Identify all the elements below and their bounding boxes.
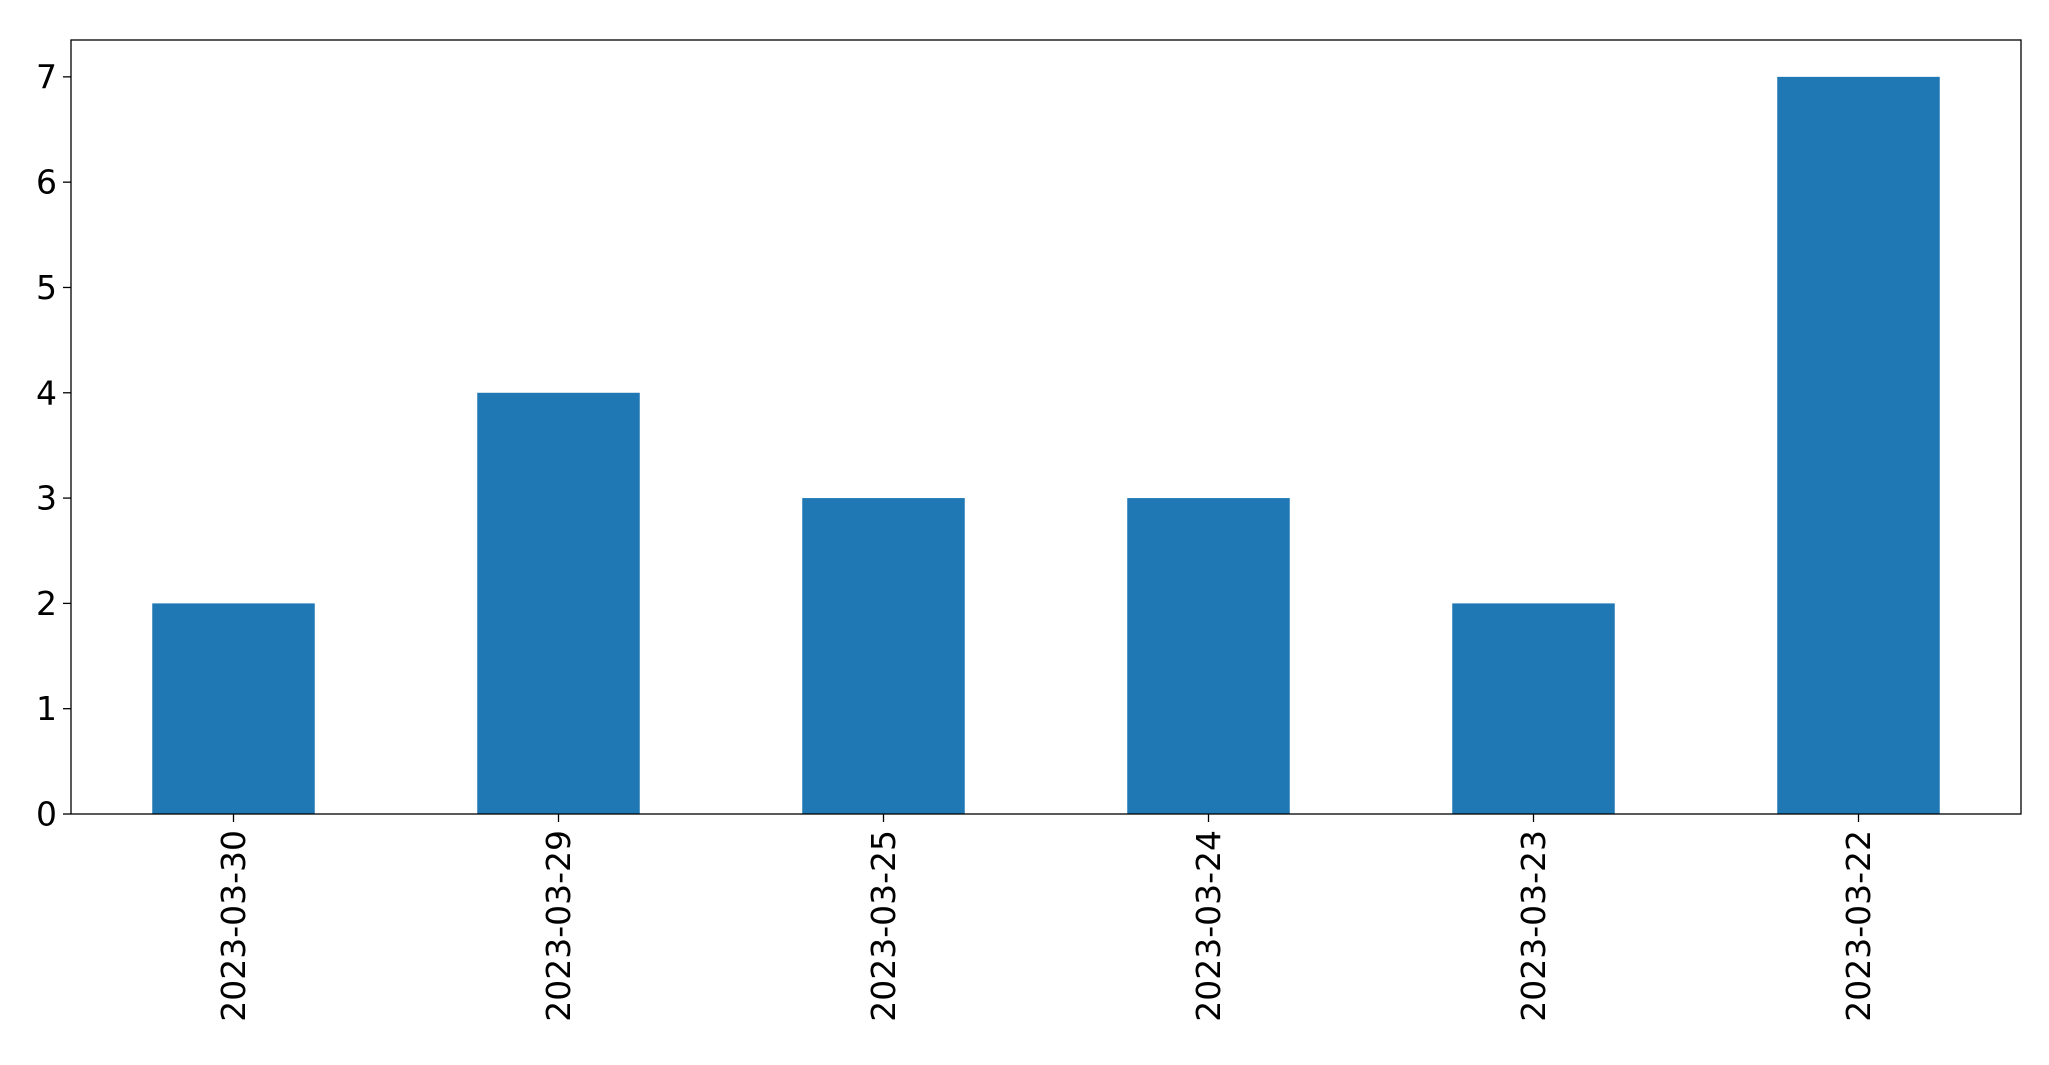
x-tick-label: 2023-03-23 xyxy=(1514,830,1553,1022)
y-tick-label: 3 xyxy=(36,479,57,518)
y-axis: 0 1 2 3 4 5 6 7 xyxy=(36,57,71,834)
plot-frame xyxy=(70,39,2022,815)
x-tick-label: 2023-03-29 xyxy=(539,830,578,1022)
x-tick-label: 2023-03-25 xyxy=(864,830,903,1022)
bar-2023-03-24 xyxy=(1127,498,1290,814)
bar-2023-03-23 xyxy=(1452,603,1615,814)
bar-2023-03-30 xyxy=(152,603,315,814)
bar-2023-03-22 xyxy=(1777,76,1940,815)
y-tick-label: 6 xyxy=(36,163,57,202)
x-tick-label: 2023-03-30 xyxy=(214,830,253,1022)
y-tick-label: 1 xyxy=(36,689,57,728)
y-tick-label: 7 xyxy=(36,57,57,96)
x-tick-label: 2023-03-24 xyxy=(1189,830,1228,1022)
y-tick-label: 5 xyxy=(36,268,57,307)
bar-2023-03-25 xyxy=(802,498,965,814)
bar-2023-03-29 xyxy=(477,392,640,814)
bars-layer xyxy=(152,76,1940,815)
y-tick-label: 0 xyxy=(36,795,57,834)
y-tick-label: 2 xyxy=(36,584,57,623)
x-axis: 2023-03-30 2023-03-29 2023-03-25 2023-03-24… xyxy=(214,814,1878,1022)
y-tick-label: 4 xyxy=(36,373,57,412)
x-tick-label: 2023-03-22 xyxy=(1839,830,1878,1022)
plot-area xyxy=(71,40,2021,814)
